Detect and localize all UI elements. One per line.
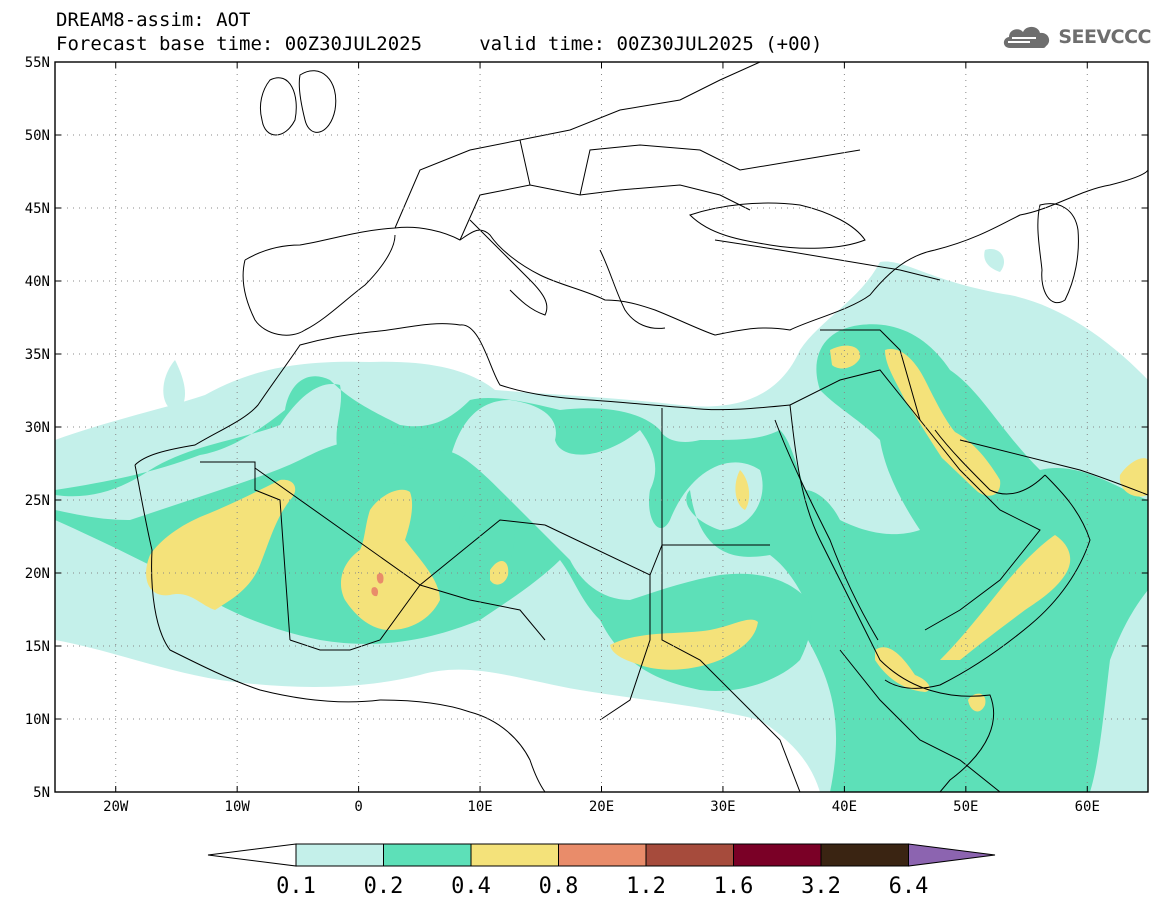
lat-axis: 55N 50N 45N 40N 35N 30N 25N 20N 15N 10N 5N xyxy=(25,55,1148,801)
colorbar-segment xyxy=(558,843,647,867)
border-mali xyxy=(289,584,421,651)
iran-coast xyxy=(959,439,1148,496)
lon-tick-label: 20W xyxy=(103,799,129,815)
lat-tick-label: 55N xyxy=(25,55,50,71)
lon-tick-label: 10W xyxy=(225,799,251,815)
lon-tick-label: 40E xyxy=(832,799,857,815)
colorbar-segment xyxy=(820,843,909,867)
border-europe-1 xyxy=(394,62,761,229)
colorbar-label: 1.2 xyxy=(626,874,666,899)
colorbar-label: 1.6 xyxy=(714,874,754,899)
black-sea xyxy=(689,202,866,249)
lat-tick-label: 30N xyxy=(25,420,50,436)
border-saudi xyxy=(789,369,1041,631)
lat-tick-label: 40N xyxy=(25,274,50,290)
west-africa-coast xyxy=(134,464,546,792)
border-ethiopia xyxy=(839,649,1001,792)
lon-tick-label: 30E xyxy=(710,799,735,815)
colorbar-arrow-right xyxy=(908,843,996,867)
lat-tick-label: 15N xyxy=(25,639,50,655)
colorbar-label: 0.4 xyxy=(451,874,491,899)
logo-text: SEEVCCC xyxy=(1058,26,1151,48)
border-sudan xyxy=(661,545,801,792)
colorbar-label: 0.2 xyxy=(364,874,404,899)
colorbar-label: 0.1 xyxy=(276,874,316,899)
lon-tick-label: 0 xyxy=(354,799,362,815)
border-chad xyxy=(599,575,651,721)
chart-subtitle: Forecast base time: 00Z30JUL2025 valid t… xyxy=(56,33,823,55)
europe-coast xyxy=(244,169,1148,336)
chart-title: DREAM8-assim: AOT xyxy=(56,9,251,31)
iberia xyxy=(242,234,396,336)
greece xyxy=(599,249,666,329)
colorbar-segment xyxy=(295,843,384,867)
border-libya xyxy=(544,408,663,576)
lon-tick-label: 10E xyxy=(467,799,492,815)
lat-tick-label: 5N xyxy=(33,785,50,801)
colorbar: 0.1 0.2 0.4 0.8 1.2 1.6 3.2 6.4 xyxy=(207,843,996,899)
uk-ireland xyxy=(259,70,337,136)
lat-tick-label: 50N xyxy=(25,128,50,144)
colorbar-segment xyxy=(470,843,559,867)
border-europe-2 xyxy=(459,184,751,241)
lat-tick-label: 25N xyxy=(25,493,50,509)
colorbar-label: 6.4 xyxy=(889,874,929,899)
italy xyxy=(469,219,548,316)
lon-axis: 20W 10W 0 10E 20E 30E 40E 50E 60E xyxy=(103,62,1100,815)
arabia-coast xyxy=(884,474,1091,689)
graticule xyxy=(55,62,1148,792)
lon-tick-label: 60E xyxy=(1075,799,1100,815)
lat-tick-label: 35N xyxy=(25,347,50,363)
lat-tick-label: 45N xyxy=(25,201,50,217)
border-algeria xyxy=(254,467,546,586)
map-geography xyxy=(134,62,1148,792)
colorbar-label: 0.8 xyxy=(539,874,579,899)
red-sea xyxy=(774,419,879,641)
aot-band-0.8 xyxy=(371,572,384,597)
aot-shading xyxy=(55,249,1148,792)
lat-tick-label: 20N xyxy=(25,566,50,582)
persian-gulf xyxy=(934,429,1046,495)
seevccc-logo: SEEVCCC xyxy=(1000,22,1151,52)
lon-tick-label: 50E xyxy=(953,799,978,815)
caspian-sea xyxy=(1037,203,1079,303)
border-niger xyxy=(419,584,546,641)
colorbar-segment xyxy=(733,843,822,867)
border-iraq xyxy=(820,329,921,421)
border-mauritania xyxy=(200,461,291,641)
lat-tick-label: 10N xyxy=(25,712,50,728)
colorbar-arrow-left xyxy=(207,843,297,867)
lon-tick-label: 20E xyxy=(589,799,614,815)
colorbar-segment xyxy=(645,843,734,867)
colorbar-label: 3.2 xyxy=(801,874,841,899)
border-europe-3 xyxy=(519,139,861,196)
colorbar-segment xyxy=(383,843,472,867)
cloud-icon xyxy=(1004,26,1050,48)
africa-coastline xyxy=(134,323,995,792)
border-turkey xyxy=(714,239,941,281)
